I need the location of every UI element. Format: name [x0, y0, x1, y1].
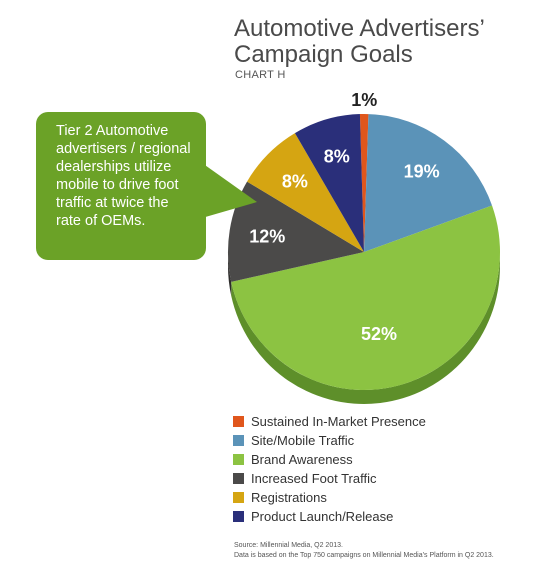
legend-label: Increased Foot Traffic	[251, 471, 377, 486]
callout-box: Tier 2 Automotive advertisers / regional…	[36, 112, 206, 260]
source-line-1: Source: Millennial Media, Q2 2013.	[234, 542, 343, 549]
data-label-sustained-in-market-presence: 1%	[351, 90, 377, 110]
pie-slice-product-launch-release	[294, 114, 364, 252]
pie-3d-sides	[228, 252, 500, 404]
legend-item-site-mobile-traffic: Site/Mobile Traffic	[233, 431, 426, 450]
callout-pointer	[195, 158, 257, 220]
data-label-registrations: 8%	[282, 172, 308, 192]
pie-slice-brand-awareness	[231, 205, 500, 390]
callout-text: Tier 2 Automotive advertisers / regional…	[56, 123, 191, 229]
data-label-product-launch-release: 8%	[324, 147, 350, 167]
legend-label: Registrations	[251, 490, 327, 505]
legend-label: Sustained In-Market Presence	[251, 414, 426, 429]
pie-slice-sustained-in-market-presence	[359, 114, 369, 252]
chart-title-line-1: Automotive Advertisers’	[234, 15, 485, 42]
chart-title: Automotive Advertisers’ Campaign Goals	[234, 16, 534, 68]
legend-label: Brand Awareness	[251, 452, 353, 467]
legend-label: Site/Mobile Traffic	[251, 433, 355, 448]
pie-slices	[228, 114, 500, 390]
data-label-site-mobile-traffic: 19%	[404, 162, 440, 182]
pie-labels: 1% 19% 52% 12% 8% 8%	[249, 90, 439, 344]
legend-item-registrations: Registrations	[233, 488, 426, 507]
legend-item-product-launch-release: Product Launch/Release	[233, 507, 426, 526]
pie-slice-site-mobile-traffic	[364, 114, 493, 252]
legend-item-increased-foot-traffic: Increased Foot Traffic	[233, 469, 426, 488]
legend-item-sustained-in-market-presence: Sustained In-Market Presence	[233, 412, 426, 431]
legend-swatch	[233, 473, 244, 484]
legend-swatch	[233, 454, 244, 465]
legend-swatch	[233, 492, 244, 503]
legend-item-brand-awareness: Brand Awareness	[233, 450, 426, 469]
legend-swatch	[233, 435, 244, 446]
pie-slice-registrations	[247, 133, 364, 252]
source-line-2: Data is based on the Top 750 campaigns o…	[234, 552, 494, 559]
pie-slice-increased-foot-traffic	[228, 181, 364, 282]
chart-subtitle: CHART H	[235, 69, 286, 81]
legend-swatch	[233, 511, 244, 522]
data-label-brand-awareness: 52%	[361, 324, 397, 344]
source-note: Source: Millennial Media, Q2 2013. Data …	[234, 541, 494, 561]
pie-side-increased-foot-traffic	[228, 252, 232, 296]
chart-legend: Sustained In-Market Presence Site/Mobile …	[233, 412, 426, 526]
chart-title-line-2: Campaign Goals	[234, 41, 413, 68]
data-label-increased-foot-traffic: 12%	[249, 226, 285, 246]
legend-label: Product Launch/Release	[251, 509, 394, 524]
legend-swatch	[233, 416, 244, 427]
